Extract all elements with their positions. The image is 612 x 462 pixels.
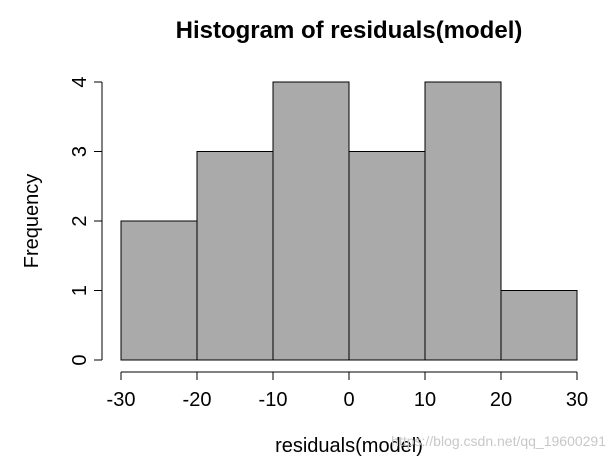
y-axis-label: Frequency [21,174,43,269]
chart-title: Histogram of residuals(model) [176,17,523,44]
histogram-bar-4 [424,81,502,361]
y-ticks-group: 0 1 2 3 4 [69,76,102,366]
y-tick-label-4: 4 [69,76,91,87]
x-ticks-group: -30 -20 -10 0 10 20 30 [107,372,588,411]
histogram-bar-2 [272,81,350,361]
bars-group [120,81,578,361]
watermark-text: https://blog.csdn.net/qq_19600291 [391,433,606,449]
x-axis-label: residuals(model) [275,435,423,457]
y-tick-label-3: 3 [69,146,91,157]
histogram-bar-0 [120,220,198,361]
histogram-bar-1 [196,151,274,361]
x-tick-label-1: -20 [183,389,212,411]
x-tick-label-4: 10 [414,389,436,411]
y-tick-label-1: 1 [69,285,91,296]
y-tick-label-0: 0 [69,354,91,365]
histogram-bar-5 [500,290,578,361]
y-tick-label-2: 2 [69,215,91,226]
x-tick-label-5: 20 [490,389,512,411]
x-tick-label-2: -10 [259,389,288,411]
x-tick-label-0: -30 [107,389,136,411]
x-tick-label-3: 0 [343,389,354,411]
histogram-bar-3 [348,151,426,361]
x-tick-label-6: 30 [566,389,588,411]
